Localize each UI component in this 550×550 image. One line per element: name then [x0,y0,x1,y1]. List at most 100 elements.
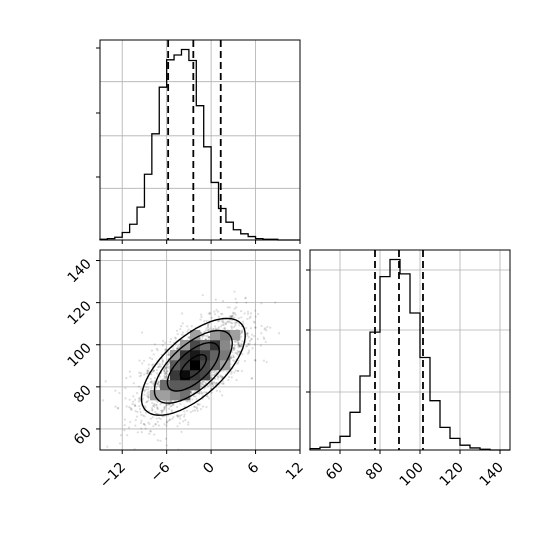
density-point [233,340,237,343]
density-point [161,358,164,362]
density-point [147,363,150,366]
density-point [214,327,217,330]
density-point [125,377,128,380]
density-cell [190,360,201,371]
density-point [215,308,218,312]
density-point [114,405,117,408]
density-point [167,403,170,406]
x-marginal-quantile-lines [167,40,222,240]
density-point [233,348,236,351]
density-point [143,415,146,418]
density-point [148,432,151,435]
density-xtick-label: 0 [200,460,218,478]
density-point [204,382,208,385]
density-point [167,407,171,410]
density-point [238,344,242,348]
density-point [151,408,154,412]
density-point [246,352,250,355]
density-point [237,343,240,346]
density-point [169,337,173,341]
density-point [152,363,155,366]
density-point [118,442,122,445]
density-point [148,356,152,359]
y-marginal-xtick-label: 60 [323,460,347,484]
density-point [246,310,250,313]
density-point [206,328,209,332]
density-point [241,331,244,334]
density-point [257,312,260,316]
density-point [152,404,156,407]
density-point [230,356,233,359]
density-point [210,376,213,380]
density-point [217,326,221,329]
density-point [210,376,213,379]
density-point [217,327,220,330]
density-point [207,336,211,339]
x-marginal-histogram-step [99,48,300,241]
density-point [130,407,133,411]
density-ytick-label: 80 [71,382,95,406]
density-point [164,377,167,380]
density-point [248,339,252,342]
density-point [181,331,184,334]
density-point [228,375,231,379]
density-point [220,382,223,385]
density-point [240,343,243,346]
density-point [233,290,236,293]
density-point [233,316,236,319]
density-point [237,317,240,320]
density-point [163,406,166,409]
density-point [194,405,197,408]
density-point [147,399,150,402]
density-point [186,409,189,412]
density-point [155,347,158,350]
density-point [135,392,139,395]
density-point [240,342,243,345]
density-point [246,312,250,316]
density-point [240,330,244,333]
density-point [165,403,168,406]
density-point [151,416,154,419]
density-point [152,369,155,372]
density-point [183,410,186,413]
density-point [150,380,153,383]
density-point [164,367,167,371]
density-point [134,418,137,422]
density-point [249,312,253,315]
density-point [198,392,201,395]
density-point [163,370,166,373]
density-point [249,315,252,318]
density-point [203,320,206,323]
density-point [141,362,144,365]
density-point [152,353,155,356]
density-point [187,421,190,424]
density-point [176,346,179,349]
y-marginal-xtick-label: 80 [363,460,387,484]
density-cell [220,330,231,341]
density-point [190,391,193,394]
density-point [228,306,231,309]
density-point [232,312,235,315]
density-point [253,343,257,346]
density-point [167,419,170,422]
density-point [138,359,141,362]
density-point [236,339,239,343]
density-point [209,327,212,330]
density-point [151,370,154,374]
density-point [155,368,158,372]
density-point [140,331,144,334]
density-point [207,312,210,315]
density-point [169,340,172,344]
density-point [129,406,132,410]
density-point [151,404,154,407]
density-point [134,424,137,427]
density-point [170,410,173,413]
density-point [156,406,159,410]
density-point [230,321,233,325]
density-point [145,372,148,375]
density-point [186,330,189,333]
density-cell [200,360,211,371]
density-point [165,420,168,423]
density-point [225,321,228,324]
